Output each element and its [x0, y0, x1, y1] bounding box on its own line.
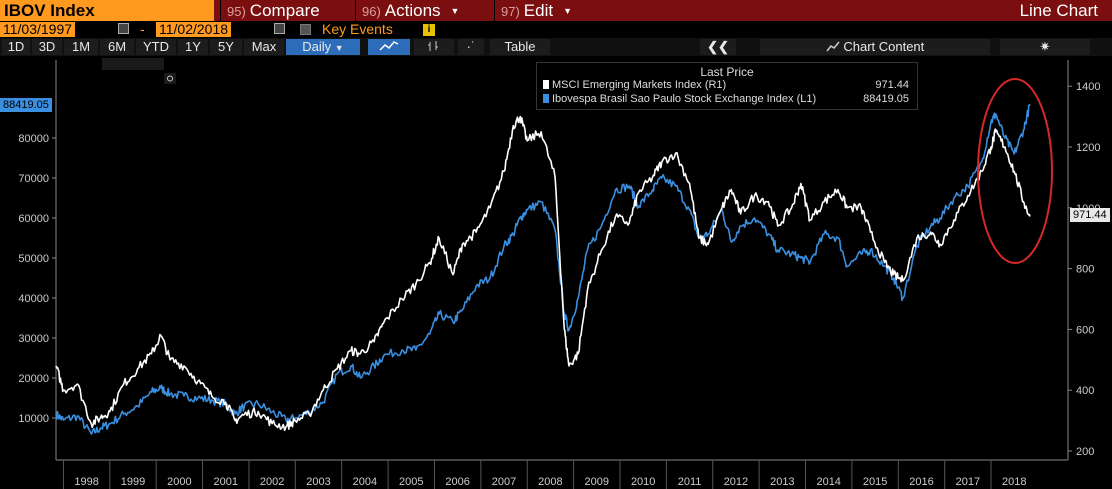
x-tick-label: 2013 [770, 476, 794, 488]
msci-last-price-tag: 971.44 [1070, 208, 1110, 222]
line-chart: 10000 20000 30000 40000 50000 60000 70000 80000… [0, 56, 1112, 489]
start-calendar-icon[interactable] [118, 23, 129, 34]
x-tick-label: 2009 [585, 476, 609, 488]
legend-swatch-ibov [543, 94, 549, 103]
x-tick-label: 2000 [167, 476, 191, 488]
table-button[interactable]: Table [490, 39, 550, 55]
x-tick-label: 2015 [863, 476, 887, 488]
key-events-checkbox[interactable] [300, 24, 311, 35]
toolbar: 1D 3D 1M 6M YTD 1Y 5Y Max Daily ▼ ·˙ Tab… [0, 38, 1112, 56]
range-1d-button[interactable]: 1D [2, 39, 30, 55]
left-tick-label: 30000 [18, 333, 49, 345]
frequency-dropdown[interactable]: Daily ▼ [286, 39, 360, 55]
actions-label: Actions [384, 1, 441, 20]
end-calendar-icon[interactable] [274, 23, 285, 34]
info-icon[interactable]: i [423, 24, 435, 36]
actions-dropdown-icon: ▼ [450, 6, 460, 17]
legend-header: Last Price [700, 65, 754, 79]
zoom-reset-glyph [167, 75, 173, 82]
range-ytd-button[interactable]: YTD [136, 39, 176, 55]
frequency-label: Daily [302, 39, 332, 54]
x-tick-label: 1999 [121, 476, 145, 488]
compare-button[interactable]: 95) Compare [220, 0, 350, 21]
x-tick-label: 2012 [724, 476, 748, 488]
x-tick-label: 2014 [816, 476, 840, 488]
left-tick-label: 20000 [18, 373, 49, 385]
left-tick-label: 40000 [18, 293, 49, 305]
series-line-msci [55, 115, 1031, 431]
actions-button[interactable]: 96) Actions ▼ [355, 0, 490, 21]
options-icon[interactable]: ·˙ [458, 39, 484, 55]
line-chart-icon[interactable] [368, 39, 410, 55]
right-tick-label: 400 [1076, 385, 1094, 397]
date-separator: - [140, 21, 145, 37]
date-range-row: 11/03/1997 - 11/02/2018 Key Events i [0, 21, 1112, 38]
chevron-down-icon: ▼ [334, 43, 344, 53]
x-tick-label: 2001 [214, 476, 238, 488]
zoom-reset-icon[interactable] [164, 73, 176, 84]
x-tick-label: 2011 [678, 476, 702, 488]
range-5y-button[interactable]: 5Y [210, 39, 242, 55]
chart-legend: Last Price MSCI Emerging Markets Index (… [536, 62, 918, 110]
zoom-toolbar[interactable] [102, 58, 164, 70]
edit-dropdown-icon: ▼ [563, 6, 573, 17]
left-tick-label: 80000 [18, 133, 49, 145]
range-6m-button[interactable]: 6M [100, 39, 134, 55]
left-tick-label: 50000 [18, 253, 49, 265]
chart-content-label: Chart Content [843, 39, 925, 54]
legend-swatch-msci [543, 80, 549, 89]
range-3d-button[interactable]: 3D [32, 39, 62, 55]
x-tick-label: 2010 [631, 476, 655, 488]
left-tick-label: 10000 [18, 413, 49, 425]
x-tick-label: 2017 [956, 476, 980, 488]
x-tick-label: 2003 [306, 476, 330, 488]
edit-number: 97) [501, 4, 520, 19]
right-tick-label: 600 [1076, 324, 1094, 336]
compare-number: 95) [227, 4, 246, 19]
legend-name-msci: MSCI Emerging Markets Index (R1) [552, 79, 727, 91]
x-tick-label: 2006 [445, 476, 469, 488]
range-1m-button[interactable]: 1M [64, 39, 98, 55]
legend-item-msci[interactable]: MSCI Emerging Markets Index (R1) 971.44 [543, 79, 913, 92]
x-tick-label: 2018 [1002, 476, 1026, 488]
edit-button[interactable]: 97) Edit ▼ [494, 0, 594, 21]
collapse-panel-icon[interactable]: ❮❮ [700, 39, 736, 55]
compare-label: Compare [249, 1, 320, 20]
chart-type-label[interactable]: Line Chart [1019, 1, 1098, 20]
right-tick-label: 1200 [1076, 142, 1100, 154]
x-tick-label: 2007 [492, 476, 516, 488]
end-date-field[interactable]: 11/02/2018 [156, 22, 232, 37]
actions-number: 96) [362, 4, 381, 19]
highlight-ellipse [977, 78, 1053, 264]
x-tick-label: 2008 [538, 476, 562, 488]
right-tick-label: 200 [1076, 446, 1094, 458]
x-tick-label: 2002 [260, 476, 284, 488]
x-tick-label: 1998 [74, 476, 98, 488]
gear-icon[interactable]: ✷ [1000, 39, 1090, 55]
legend-name-ibov: Ibovespa Brasil Sao Paulo Stock Exchange… [552, 93, 817, 105]
edit-label: Edit [523, 1, 554, 20]
x-tick-label: 2005 [399, 476, 423, 488]
range-1y-button[interactable]: 1Y [178, 39, 208, 55]
key-events-label[interactable]: Key Events [322, 21, 393, 37]
chart-content-icon [826, 41, 840, 52]
legend-value-msci: 971.44 [875, 79, 909, 91]
right-tick-label: 800 [1076, 264, 1094, 276]
bar-chart-icon[interactable] [414, 39, 454, 55]
range-max-button[interactable]: Max [244, 39, 284, 55]
ticker-field[interactable]: IBOV Index [0, 0, 214, 21]
left-tick-label: 70000 [18, 173, 49, 185]
plot-background [0, 56, 1112, 489]
left-tick-label: 60000 [18, 213, 49, 225]
legend-value-ibov: 88419.05 [863, 93, 909, 105]
x-tick-label: 2016 [909, 476, 933, 488]
chart-content-button[interactable]: Chart Content [760, 39, 990, 55]
legend-item-ibov[interactable]: Ibovespa Brasil Sao Paulo Stock Exchange… [543, 93, 913, 106]
ibov-last-price-tag: 88419.05 [0, 98, 52, 112]
top-menu-bar: IBOV Index 95) Compare 96) Actions ▼ 97) Edi… [0, 0, 1112, 21]
right-tick-label: 1400 [1076, 81, 1100, 93]
x-tick-label: 2004 [353, 476, 377, 488]
start-date-field[interactable]: 11/03/1997 [0, 22, 76, 37]
